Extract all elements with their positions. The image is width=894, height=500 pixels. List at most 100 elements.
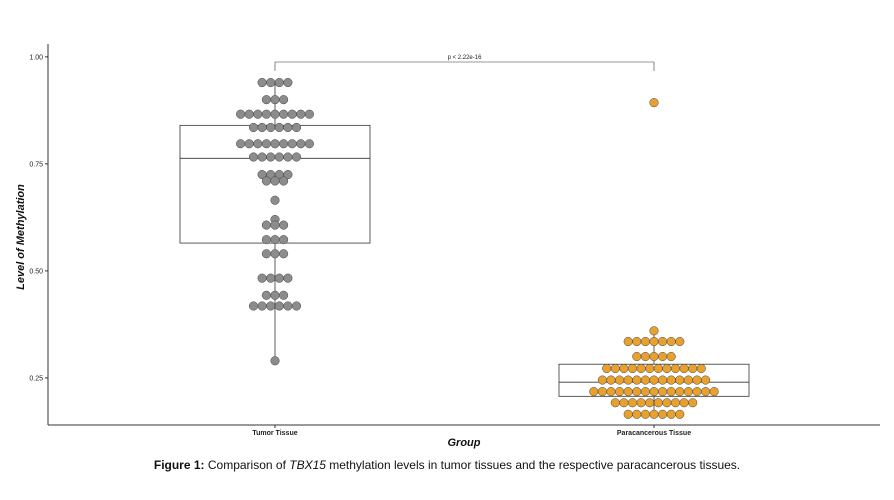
data-point <box>274 122 284 133</box>
data-point <box>270 249 280 259</box>
data-point <box>610 363 620 374</box>
data-point <box>274 273 284 283</box>
data-point <box>248 122 259 133</box>
data-point <box>274 77 284 88</box>
box <box>558 363 750 397</box>
data-point <box>666 387 676 397</box>
data-point <box>261 139 271 149</box>
data-point <box>279 176 289 186</box>
data-point <box>266 301 276 311</box>
data-point <box>261 290 271 300</box>
data-point <box>270 290 280 300</box>
data-point <box>283 122 293 133</box>
data-point <box>670 363 681 374</box>
data-point <box>279 249 289 259</box>
data-point <box>261 109 271 119</box>
data-point <box>632 351 642 362</box>
x-axis-title: Group <box>448 437 481 449</box>
data-point <box>623 387 633 397</box>
data-point <box>649 351 659 362</box>
data-point <box>296 139 306 149</box>
data-point <box>658 387 668 397</box>
methylation-boxplot: 0.25 0.50 0.75 1.00 Tumor Tissue Paracancerou… <box>15 44 880 449</box>
data-point <box>270 356 280 366</box>
data-point <box>266 152 276 162</box>
data-point <box>261 95 271 105</box>
data-point <box>270 195 280 205</box>
data-point <box>270 95 280 105</box>
data-point <box>675 336 685 347</box>
data-point <box>291 122 302 133</box>
data-point <box>636 398 646 408</box>
p-value-label: p < 2.22e-16 <box>448 55 483 61</box>
data-point <box>666 409 676 419</box>
data-point <box>675 409 685 419</box>
data-point <box>658 409 668 419</box>
data-point <box>649 387 659 397</box>
data-point <box>627 398 638 408</box>
data-point <box>688 398 698 408</box>
data-point <box>636 363 646 374</box>
data-point <box>692 387 702 397</box>
data-point <box>692 375 702 385</box>
data-point <box>615 375 625 385</box>
data-point <box>640 387 650 397</box>
data-point <box>244 109 254 119</box>
data-point <box>283 301 293 311</box>
caption-gene: TBX15 <box>289 458 326 472</box>
data-point <box>649 326 659 336</box>
data-point <box>640 336 650 347</box>
data-point <box>632 409 642 419</box>
data-point <box>274 301 284 311</box>
data-point <box>666 336 676 347</box>
data-point <box>653 398 663 408</box>
data-point <box>623 409 633 419</box>
data-point <box>257 301 267 311</box>
data-point <box>283 77 293 88</box>
data-point <box>244 139 254 149</box>
data-point <box>649 336 659 347</box>
data-point <box>662 398 672 408</box>
data-point <box>270 220 280 230</box>
data-point <box>270 235 280 245</box>
data-point <box>283 152 293 162</box>
data-point <box>640 375 650 385</box>
data-point <box>610 398 620 408</box>
data-point <box>623 375 633 385</box>
data-point <box>623 336 633 347</box>
data-point <box>279 235 289 245</box>
data-point <box>658 336 668 347</box>
data-point <box>662 363 672 374</box>
data-point <box>658 375 668 385</box>
data-point <box>266 273 276 283</box>
plot-axes: 0.25 0.50 0.75 1.00 Tumor Tissue Paracancerou… <box>29 44 880 437</box>
data-point <box>658 351 668 362</box>
data-point <box>670 398 681 408</box>
data-point <box>283 170 293 180</box>
caption-post: methylation levels in tumor tissues and … <box>325 458 741 472</box>
data-point <box>270 139 280 149</box>
data-point <box>649 375 659 385</box>
data-point <box>257 77 267 88</box>
data-point <box>304 109 314 119</box>
data-point <box>683 375 693 385</box>
data-point <box>632 336 642 347</box>
data-point <box>261 176 271 186</box>
data-point <box>679 398 689 408</box>
y-tick-label: 1.00 <box>29 54 43 61</box>
data-point <box>274 152 284 162</box>
data-point <box>653 363 663 374</box>
data-point <box>279 290 289 300</box>
data-point <box>701 375 711 385</box>
data-point <box>261 249 271 259</box>
data-point <box>688 363 698 374</box>
data-point <box>291 152 302 162</box>
data-point <box>679 363 689 374</box>
data-point <box>709 387 719 397</box>
data-point <box>253 109 263 119</box>
data-point <box>619 398 629 408</box>
data-point <box>649 98 659 108</box>
data-point <box>248 301 259 311</box>
data-point <box>261 235 271 245</box>
box-layer <box>179 82 750 415</box>
